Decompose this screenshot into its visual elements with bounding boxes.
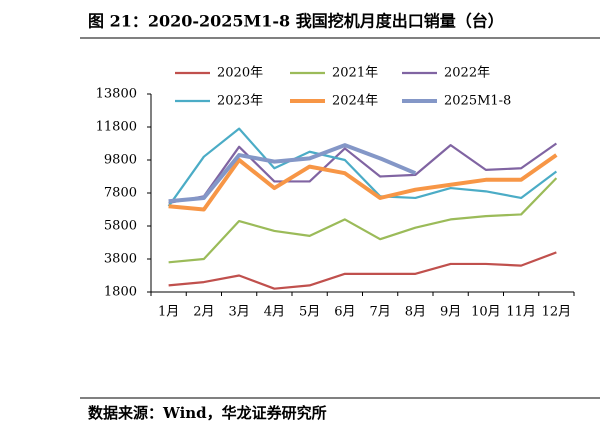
x-tick-label: 11月 [506, 305, 536, 320]
y-tick-label: 3800 [104, 252, 137, 267]
x-tick-label: 4月 [264, 305, 285, 320]
x-tick-label: 12月 [542, 305, 572, 320]
x-tick-label: 5月 [299, 305, 320, 320]
legend-label: 2021年 [332, 66, 378, 81]
x-tick-label: 9月 [440, 305, 461, 320]
y-tick-label: 13800 [96, 87, 137, 102]
x-tick-label: 6月 [334, 305, 355, 320]
legend-label: 2025M1-8 [444, 94, 511, 109]
y-tick-label: 9800 [104, 153, 137, 168]
legend-label: 2020年 [217, 66, 263, 81]
legend-label: 2023年 [217, 94, 263, 109]
x-tick-label: 10月 [471, 305, 501, 320]
chart-title: 图 21：2020-2025M1-8 我国挖机月度出口销量（台） [88, 12, 504, 31]
series-line [168, 143, 417, 204]
series-line [168, 251, 557, 290]
legend-label: 2024年 [332, 94, 378, 109]
series-line [167, 127, 558, 207]
x-tick-label: 8月 [405, 305, 426, 320]
x-tick-label: 1月 [158, 305, 179, 320]
x-tick-label: 2月 [193, 305, 214, 320]
series-line [168, 153, 558, 212]
y-tick-label: 11800 [96, 120, 137, 135]
y-tick-label: 5800 [104, 219, 137, 234]
x-tick-label: 7月 [369, 305, 390, 320]
y-tick-label: 7800 [104, 186, 137, 201]
series-line [168, 142, 558, 204]
source: 数据来源：Wind，华龙证券研究所 [88, 404, 327, 422]
series-line [168, 177, 558, 264]
x-tick-label: 3月 [228, 305, 249, 320]
y-tick-label: 1800 [104, 285, 137, 300]
legend-label: 2022年 [444, 66, 490, 81]
